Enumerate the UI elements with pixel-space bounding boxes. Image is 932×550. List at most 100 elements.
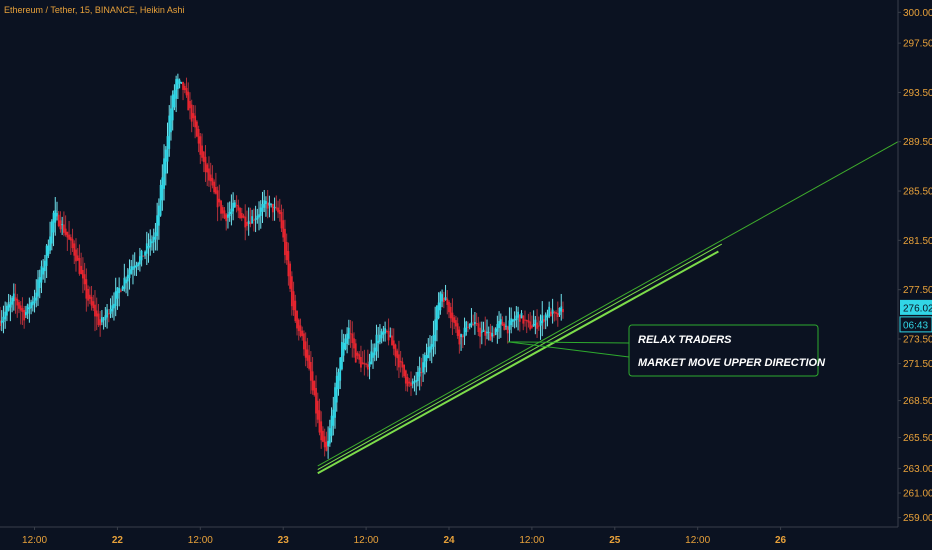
- trendline-support[interactable]: [317, 250, 719, 475]
- candle-up: [434, 319, 437, 341]
- candle-down: [308, 355, 311, 369]
- candle-down: [119, 290, 122, 292]
- candle-up: [256, 215, 259, 220]
- candle-up: [126, 274, 129, 282]
- candle-down: [408, 381, 411, 384]
- candle-down: [529, 321, 532, 330]
- candle-up: [558, 307, 561, 315]
- candle-up: [33, 297, 36, 304]
- candle-down: [275, 207, 278, 209]
- candle-down: [525, 320, 528, 322]
- candle-down: [199, 136, 202, 155]
- callout-box[interactable]: [628, 324, 819, 377]
- candle-down: [385, 330, 388, 332]
- candle-down: [290, 276, 293, 307]
- candle-up: [258, 214, 260, 218]
- trendline-support-parallel[interactable]: [317, 243, 723, 471]
- candle-up: [30, 302, 32, 309]
- candle-up: [432, 334, 435, 347]
- candle-up: [480, 331, 483, 333]
- candle-up: [151, 241, 153, 244]
- candle-down: [292, 291, 295, 311]
- candle-up: [520, 313, 523, 319]
- candle-up: [123, 277, 126, 289]
- candle-up: [251, 216, 254, 224]
- candle-up: [157, 205, 160, 226]
- candle-up: [176, 78, 179, 89]
- candle-up: [254, 218, 257, 221]
- candle-down: [313, 380, 316, 396]
- candle-up: [26, 304, 29, 314]
- candle-up: [230, 208, 233, 214]
- y-tick-label: 263.00: [903, 464, 932, 475]
- candle-up: [505, 325, 507, 327]
- candle-down: [99, 319, 102, 326]
- candle-down: [244, 216, 247, 228]
- candle-up: [487, 331, 490, 333]
- candle-down: [189, 100, 191, 109]
- candle-down: [323, 436, 326, 448]
- candle-up: [544, 314, 547, 321]
- candle-up: [379, 334, 381, 342]
- candle-up: [377, 340, 380, 344]
- candle-up: [425, 355, 428, 362]
- candle-down: [287, 251, 290, 277]
- candle-down: [456, 323, 459, 336]
- candle-down: [23, 310, 26, 321]
- candle-down: [391, 335, 393, 346]
- x-tick-label: 12:00: [519, 535, 544, 546]
- candle-up: [499, 319, 502, 325]
- candle-up: [171, 94, 174, 121]
- candle-down: [398, 354, 400, 368]
- candle-up: [551, 309, 554, 314]
- candle-up: [341, 342, 343, 370]
- candle-down: [562, 308, 564, 313]
- trendline-long-extension[interactable]: [317, 141, 899, 467]
- candle-down: [420, 372, 423, 374]
- candle-up: [373, 347, 376, 356]
- candle-down: [95, 310, 98, 317]
- candle-down: [506, 326, 509, 334]
- candle-up: [42, 267, 45, 275]
- candle-up: [180, 81, 183, 83]
- candle-up: [47, 245, 50, 256]
- candle-up: [44, 260, 46, 272]
- candle-down: [303, 333, 305, 350]
- candle-up: [247, 220, 250, 224]
- candle-up: [468, 323, 471, 328]
- candle-up: [2, 316, 5, 323]
- candle-up: [411, 381, 414, 385]
- candle-down: [80, 265, 83, 275]
- candle-up: [121, 286, 124, 291]
- candle-down: [555, 312, 557, 314]
- candle-up: [35, 292, 38, 301]
- candle-down: [453, 317, 456, 323]
- candle-up: [228, 211, 231, 217]
- candle-down: [301, 330, 304, 337]
- y-tick-label: 300.00: [903, 8, 932, 19]
- last-price-label: 276.02: [903, 303, 932, 314]
- candle-up: [422, 362, 424, 373]
- candle-down: [449, 306, 452, 319]
- x-tick-label: 12:00: [22, 535, 47, 546]
- candle-up: [118, 288, 121, 294]
- candle-down: [366, 364, 369, 370]
- candle-up: [232, 202, 235, 212]
- candle-down: [252, 219, 255, 221]
- candle-up: [261, 203, 264, 212]
- candle-up: [0, 320, 3, 324]
- candle-down: [213, 181, 216, 193]
- candle-up: [347, 327, 350, 339]
- candle-down: [354, 343, 357, 363]
- candle-up: [430, 344, 433, 350]
- candle-down: [204, 156, 207, 173]
- candle-up: [227, 214, 229, 218]
- candle-up: [382, 332, 385, 335]
- candle-down: [536, 322, 538, 329]
- candle-down: [280, 212, 283, 229]
- candle-down: [282, 220, 285, 238]
- candle-up: [154, 232, 157, 240]
- candle-down: [195, 121, 198, 137]
- candle-up: [415, 380, 418, 383]
